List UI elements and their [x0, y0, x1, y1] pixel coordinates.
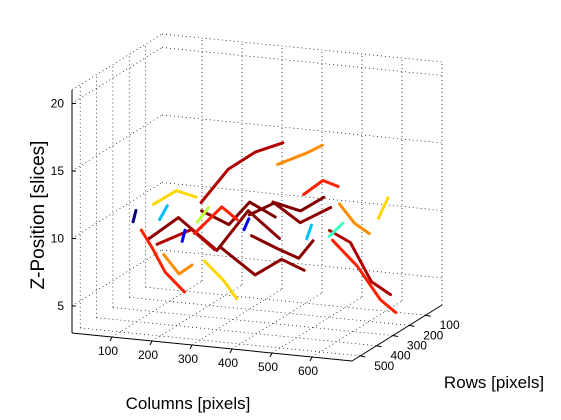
- trajectory-line-4: [151, 189, 198, 206]
- back-wall-gridline: [161, 114, 443, 144]
- floor-gridline: [271, 296, 363, 354]
- x-tick-label: 300: [178, 352, 198, 366]
- trajectory-line-23: [305, 223, 313, 241]
- z-tick-label: 20: [51, 97, 65, 111]
- trajectory-line-16: [162, 253, 194, 276]
- back-wall-gridline: [161, 182, 443, 211]
- y-axis-label: Rows [pixels]: [444, 373, 544, 392]
- floor-gridline: [112, 307, 393, 336]
- trajectory-line-11: [338, 202, 371, 236]
- y-tick-mark: [409, 324, 415, 327]
- trajectory-line-13: [155, 228, 217, 252]
- x-tick-mark: [229, 348, 233, 354]
- trajectory-line-17: [195, 205, 210, 224]
- floor-gridline: [129, 297, 410, 326]
- x-axis-label: Columns [pixels]: [126, 394, 251, 413]
- floor-gridline: [111, 280, 203, 338]
- left-wall-gridline: [71, 182, 163, 239]
- trajectory-line-1: [146, 209, 281, 252]
- box-edge: [161, 33, 443, 63]
- y-tick-label: 500: [374, 359, 394, 373]
- x-tick-label: 600: [298, 364, 318, 378]
- y-tick-mark: [425, 314, 431, 317]
- z-tick-label: 5: [57, 299, 64, 313]
- x-tick-mark: [269, 352, 273, 358]
- trajectory-line-22: [131, 209, 138, 224]
- left-wall-gridline: [71, 114, 163, 172]
- trajectory-line-3: [276, 143, 324, 166]
- trajectory-line-6: [218, 245, 306, 277]
- back-wall-gridline: [161, 249, 443, 279]
- floor-gridline: [311, 300, 403, 358]
- x-tick-label: 100: [98, 344, 118, 358]
- y-tick-label: 200: [423, 328, 443, 342]
- trajectory-line-24: [376, 196, 390, 220]
- y-tick-mark: [376, 345, 382, 348]
- y-tick-label: 300: [407, 339, 427, 353]
- floor-gridline: [231, 292, 323, 350]
- trajectory-line-19: [158, 204, 169, 222]
- trajectory-line-9: [271, 200, 333, 225]
- x-tick-mark: [149, 340, 153, 346]
- trajectory-line-26: [193, 205, 239, 235]
- x-tick-label: 200: [138, 348, 158, 362]
- y-tick-label: 400: [391, 349, 411, 363]
- trajectory-line-20: [242, 217, 251, 232]
- trajectory-line-2: [199, 141, 285, 204]
- y-tick-mark: [392, 335, 398, 337]
- trajectory-line-10: [203, 259, 239, 301]
- trajectory-line-18: [327, 221, 345, 238]
- z-tick-label: 10: [51, 232, 65, 246]
- trajectory-line-14: [302, 179, 340, 196]
- z-tick-label: 15: [51, 164, 65, 178]
- x-tick-label: 400: [218, 356, 238, 370]
- back-wall-gridline: [161, 47, 443, 76]
- trajectory-line-8: [330, 238, 398, 314]
- grid-layer: [71, 33, 443, 362]
- floor-gridline: [191, 288, 283, 346]
- x-tick-mark: [109, 336, 113, 342]
- y-tick-label: 100: [440, 318, 460, 332]
- trajectory-line-21: [180, 228, 187, 243]
- box-edge: [71, 33, 163, 91]
- trajectory-line-7: [328, 229, 392, 297]
- x-tick-mark: [189, 344, 193, 350]
- floor-gridline: [151, 284, 243, 342]
- trajectory-line-15: [250, 234, 315, 260]
- trajectory-line-5: [139, 228, 186, 294]
- left-wall-gridline: [71, 47, 163, 104]
- floor-gridline: [80, 327, 361, 357]
- floor-gridline: [145, 286, 426, 316]
- x-tick-mark: [309, 356, 313, 362]
- x-axis-line: [71, 332, 353, 362]
- floor-gridline: [96, 317, 377, 347]
- left-wall-gridline: [71, 249, 163, 307]
- trajectory-line-25: [247, 195, 326, 217]
- y-tick-mark: [360, 355, 366, 358]
- y-axis-line: [351, 304, 443, 362]
- data-layer: [131, 141, 398, 314]
- x-tick-label: 500: [258, 360, 278, 374]
- z-axis-label: Z-Position [slices]: [28, 141, 49, 290]
